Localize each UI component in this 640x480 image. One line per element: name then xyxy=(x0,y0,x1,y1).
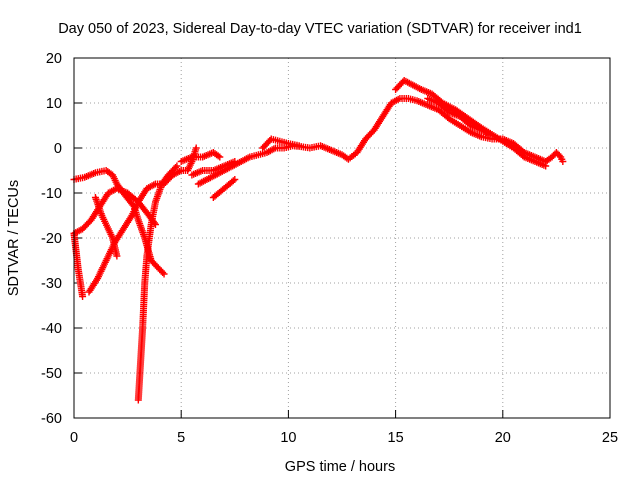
y-tick-label: -10 xyxy=(41,186,62,202)
y-tick-label: 10 xyxy=(46,96,62,112)
data-point xyxy=(295,142,303,150)
y-tick-label: -20 xyxy=(41,231,62,247)
plot-frame xyxy=(73,57,611,419)
y-axis-label: SDTVAR / TECUs xyxy=(6,180,22,296)
x-tick-label: 5 xyxy=(177,430,185,446)
data-point xyxy=(113,252,121,260)
data-point xyxy=(555,152,563,159)
data-point xyxy=(173,162,181,170)
data-point xyxy=(486,131,494,138)
x-axis-label: GPS time / hours xyxy=(285,459,395,475)
data-point xyxy=(229,177,237,185)
y-tick-group: -60 -50 -40 -30 -20 -10 0 10 20 xyxy=(41,51,610,427)
x-tick-label: 20 xyxy=(495,430,511,446)
x-tick-group: 0 5 10 15 20 25 xyxy=(70,58,618,446)
data-point xyxy=(79,293,87,300)
x-tick-label: 15 xyxy=(388,430,404,446)
y-tick-label: 0 xyxy=(54,141,62,157)
y-tick-label: 20 xyxy=(46,51,62,67)
x-tick-label: 25 xyxy=(602,430,618,446)
data-point xyxy=(159,269,167,276)
chart-title: Day 050 of 2023, Sidereal Day-to-day VTE… xyxy=(58,21,582,37)
x-tick-label: 10 xyxy=(280,430,296,446)
y-tick-label: -30 xyxy=(41,276,62,292)
data-point xyxy=(214,152,222,160)
x-tick-label: 0 xyxy=(70,430,78,446)
y-tick-label: -50 xyxy=(41,366,62,382)
data-point xyxy=(160,270,168,278)
data-point xyxy=(216,153,224,161)
data-point xyxy=(192,144,200,152)
y-tick-label: -40 xyxy=(41,321,62,337)
data-point xyxy=(559,158,567,165)
data-points xyxy=(70,77,567,404)
data-point xyxy=(231,176,239,183)
data-point xyxy=(171,164,179,171)
y-tick-label: -60 xyxy=(41,411,62,427)
